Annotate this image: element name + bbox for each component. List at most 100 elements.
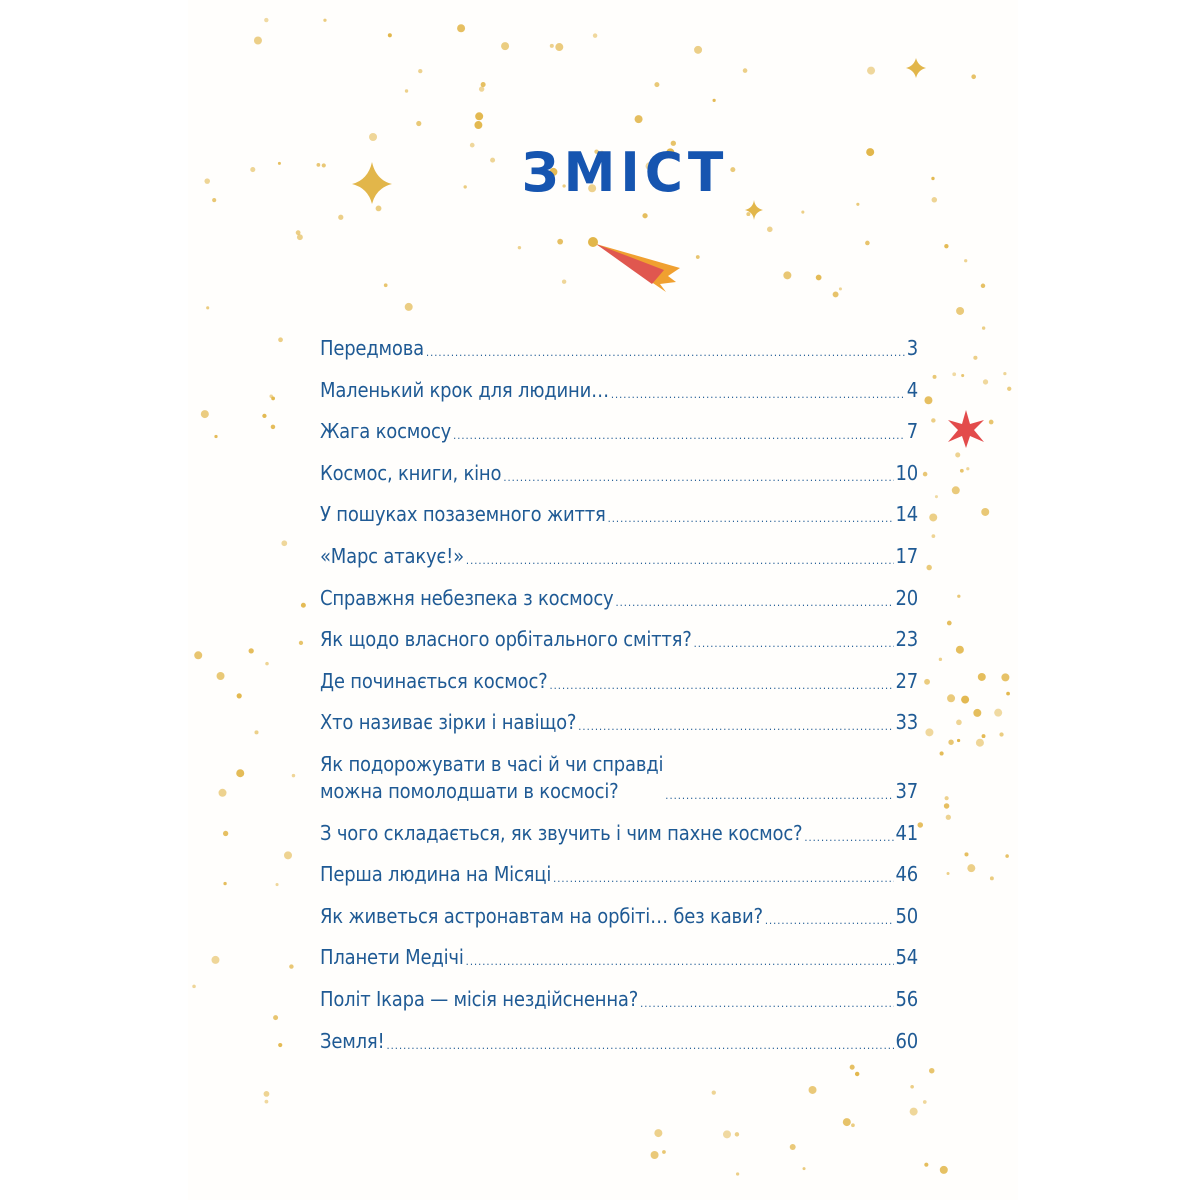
- star-dot: [480, 82, 486, 88]
- star-dot: [549, 43, 554, 48]
- star-dot: [264, 1099, 269, 1104]
- toc-entry[interactable]: Як подорожувати в часі й чи справді можн…: [320, 751, 918, 805]
- toc-entry-title: Маленький крок для людини…: [320, 377, 609, 402]
- star-dot: [501, 42, 510, 51]
- toc-entry-title: Космос, книги, кіно: [320, 460, 502, 485]
- toc-entry-page: 37: [895, 778, 919, 803]
- toc-entry-page: 10: [895, 460, 919, 485]
- star-dot: [961, 695, 970, 704]
- toc-entry[interactable]: Політ Ікара — місія нездійсненна?.......…: [320, 986, 918, 1013]
- star-dot: [650, 1150, 659, 1159]
- toc-entry-page: 50: [895, 903, 919, 928]
- star-dot: [211, 955, 220, 964]
- star-dot: [926, 564, 932, 571]
- toc-entry[interactable]: Хто називає зірки і навіщо?.............…: [320, 709, 918, 736]
- star-dot: [1006, 691, 1010, 696]
- star-dot: [932, 374, 937, 379]
- table-of-contents: Передмова...............................…: [320, 335, 918, 1069]
- toc-entry[interactable]: Передмова...............................…: [320, 335, 918, 362]
- star-dot: [236, 693, 242, 699]
- book-page: [188, 0, 1018, 1200]
- star-dot: [989, 876, 994, 881]
- star-dot: [654, 1129, 663, 1138]
- star-dot: [321, 163, 326, 168]
- star-dot: [555, 43, 564, 52]
- star-dot: [1005, 854, 1009, 858]
- comet-icon: [588, 237, 680, 292]
- star-dot: [931, 418, 936, 423]
- star-dot: [934, 495, 938, 499]
- star-dot: [463, 185, 467, 189]
- star-dot: [734, 1132, 740, 1137]
- toc-entry[interactable]: Маленький крок для людини…..............…: [320, 377, 918, 404]
- star-dot: [925, 728, 934, 737]
- sparkle-star-icon: [352, 162, 392, 204]
- star-dot: [654, 82, 660, 88]
- star-dot: [832, 291, 839, 298]
- star-dot: [316, 162, 321, 167]
- star-dot: [910, 1084, 914, 1089]
- star-dot: [711, 1090, 716, 1095]
- toc-entry[interactable]: Як живеться астронавтам на орбіті… без к…: [320, 903, 918, 930]
- toc-entry[interactable]: Планети Медічі..........................…: [320, 944, 918, 971]
- dot-leader: ........................................…: [804, 830, 893, 844]
- star-dot: [999, 732, 1004, 737]
- dot-leader: ........................................…: [610, 387, 905, 401]
- star-dot: [369, 133, 378, 142]
- star-dot: [944, 243, 949, 249]
- toc-entry-title: Як щодо власного орбітального сміття?: [320, 627, 692, 652]
- toc-entry-title: У пошуках позаземного життя: [320, 502, 606, 527]
- star-dot: [457, 24, 466, 33]
- star-dot: [735, 1172, 740, 1176]
- star-dot: [981, 507, 990, 516]
- star-dot: [956, 738, 961, 743]
- toc-entry[interactable]: З чого складається, як звучить і чим пах…: [320, 820, 918, 847]
- star-dot: [1003, 371, 1007, 376]
- dot-leader: ........................................…: [549, 678, 894, 692]
- star-dot: [851, 1123, 855, 1128]
- star-dot: [961, 374, 965, 378]
- star-dot: [214, 434, 218, 439]
- dot-leader: ........................................…: [665, 788, 894, 802]
- star-dot: [216, 672, 225, 681]
- toc-entry-page: 41: [895, 820, 919, 845]
- star-dot: [856, 202, 860, 206]
- dot-leader: ........................................…: [465, 955, 894, 969]
- toc-entry-title: Як живеться астронавтам на орбіті… без к…: [320, 903, 763, 928]
- star-dot: [262, 413, 267, 419]
- toc-entry-title: З чого складається, як звучить і чим пах…: [320, 820, 803, 845]
- star-dot: [283, 851, 292, 860]
- toc-entry-title: Як подорожувати в часі й чи справді можн…: [320, 751, 664, 803]
- page-title: ЗМІСТ: [521, 141, 729, 205]
- star-dot: [557, 238, 564, 245]
- star-dot: [204, 178, 210, 184]
- star-dot: [338, 214, 344, 220]
- star-dot: [254, 730, 259, 735]
- toc-entry[interactable]: Земля!..................................…: [320, 1028, 918, 1055]
- star-dot: [277, 161, 281, 165]
- toc-entry[interactable]: У пошуках позаземного життя.............…: [320, 501, 918, 528]
- toc-entry-page: 54: [895, 945, 919, 970]
- toc-entry[interactable]: Справжня небезпека з космосу............…: [320, 585, 918, 612]
- star-dot: [981, 734, 986, 739]
- star-dot: [924, 678, 930, 685]
- star-dot: [404, 302, 413, 311]
- toc-entry[interactable]: Як щодо власного орбітального сміття?...…: [320, 626, 918, 653]
- toc-entry[interactable]: Перша людина на Місяці..................…: [320, 861, 918, 888]
- toc-entry-page: 3: [906, 336, 918, 360]
- star-dot: [383, 283, 388, 288]
- dot-leader: ........................................…: [615, 595, 894, 609]
- star-dot: [275, 883, 279, 887]
- star-dot: [939, 1165, 948, 1174]
- star-dot: [866, 148, 875, 157]
- toc-entry[interactable]: Жага космосу............................…: [320, 418, 918, 445]
- star-dot: [938, 657, 943, 662]
- toc-entry-page: 17: [895, 543, 919, 568]
- toc-entry[interactable]: Космос, книги, кіно.....................…: [320, 460, 918, 487]
- star-dot: [951, 486, 960, 495]
- star-dot: [928, 1067, 935, 1074]
- toc-entry[interactable]: «Марс атакує!»..........................…: [320, 543, 918, 570]
- star-dot: [278, 337, 283, 343]
- toc-entry[interactable]: Де починається космос?..................…: [320, 668, 918, 695]
